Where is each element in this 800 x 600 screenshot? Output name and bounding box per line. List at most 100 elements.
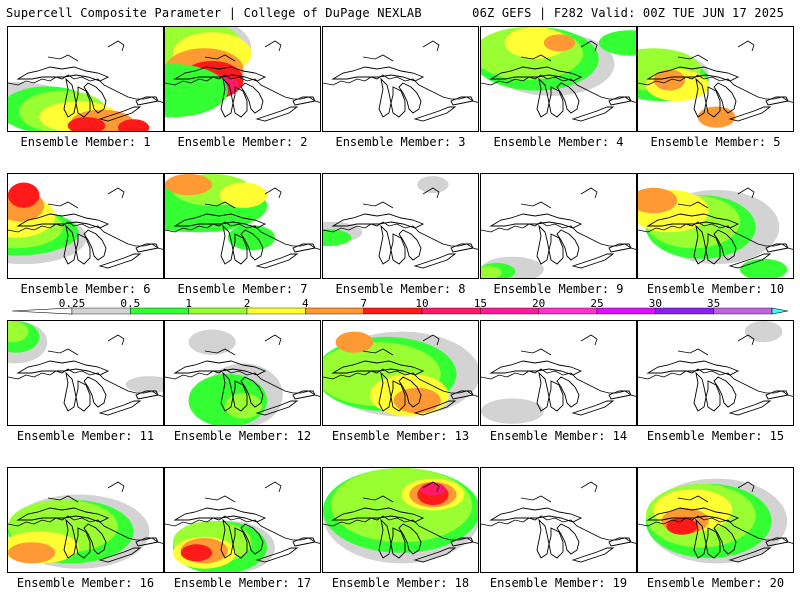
great-lakes-outline (413, 547, 457, 563)
great-lakes-outline (240, 523, 264, 555)
scp-contour-2 (504, 27, 568, 59)
scp-contour-7 (8, 182, 40, 208)
scp-contour-7 (666, 517, 698, 535)
great-lakes-outline (713, 523, 737, 555)
great-lakes-outline (98, 106, 142, 122)
ensemble-member-9-map (480, 173, 637, 279)
ensemble-member-14-map (480, 320, 637, 426)
scp-contour-0.5 (227, 224, 275, 251)
great-lakes-outline (63, 77, 77, 118)
ensemble-member-7-map (164, 173, 321, 279)
border-line (481, 221, 636, 250)
border-line (47, 481, 125, 503)
great-lakes-outline (398, 82, 422, 114)
great-lakes-outline (98, 253, 142, 269)
great-lakes-outline (75, 527, 91, 559)
great-lakes-outline (378, 77, 392, 118)
ensemble-member-20-map (637, 467, 794, 573)
scp-contour-1 (224, 393, 263, 419)
ensemble-member-8-map (322, 173, 479, 279)
great-lakes-outline (728, 106, 772, 122)
great-lakes-outline (240, 376, 264, 408)
great-lakes-outline (646, 507, 740, 523)
scp-field-map (323, 468, 478, 564)
border-line (638, 368, 793, 397)
great-lakes-outline (489, 360, 583, 376)
border-line (204, 40, 282, 62)
color-scale-segment (596, 307, 656, 315)
ensemble-member-16-map (7, 467, 164, 573)
great-lakes-outline (646, 213, 740, 229)
ensemble-member-label: Ensemble Member: 18 (331, 576, 470, 590)
scp-contour-4 (8, 542, 56, 564)
border-line (165, 221, 320, 250)
great-lakes-outline (548, 527, 564, 559)
scp-contour-7 (117, 119, 150, 131)
ensemble-member-6-map (7, 173, 164, 279)
great-lakes-outline (646, 360, 740, 376)
border-line (323, 368, 478, 397)
scp-contour-0.25 (125, 376, 163, 394)
color-scale-tick-label: 2 (243, 297, 251, 310)
color-scale-tick-label: 0.5 (120, 297, 141, 310)
border-line (362, 187, 440, 209)
scp-field-map (323, 331, 478, 417)
ensemble-member-label: Ensemble Member: 2 (177, 135, 308, 149)
color-scale-bar (12, 307, 788, 315)
border-line (47, 187, 125, 209)
ensemble-member-18-map (322, 467, 479, 573)
ensemble-member-11-map (7, 320, 164, 426)
ensemble-member-label: Ensemble Member: 15 (646, 429, 785, 443)
great-lakes-outline (728, 547, 772, 563)
great-lakes-outline (489, 507, 583, 523)
great-lakes-outline (556, 376, 580, 408)
ensemble-member-label: Ensemble Member: 14 (489, 429, 628, 443)
border-line (204, 334, 282, 356)
border-line (362, 40, 440, 62)
ensemble-member-13-map (322, 320, 479, 426)
border-line (165, 368, 320, 397)
color-scale-tick-label: 10 (415, 297, 429, 310)
great-lakes-outline (536, 77, 550, 118)
border-line (677, 334, 755, 356)
scp-field-map (638, 321, 793, 416)
ensemble-member-label: Ensemble Member: 19 (489, 576, 628, 590)
ensemble-member-label: Ensemble Member: 12 (173, 429, 312, 443)
color-scale-tick-label: 30 (648, 297, 662, 310)
great-lakes-outline (220, 371, 234, 412)
great-lakes-outline (173, 66, 267, 82)
great-lakes-outline (398, 523, 422, 555)
scp-contour-4 (335, 331, 374, 353)
great-lakes-outline (693, 518, 707, 559)
great-lakes-outline (16, 213, 110, 229)
ensemble-member-label: Ensemble Member: 11 (16, 429, 155, 443)
great-lakes-outline (713, 229, 737, 261)
great-lakes-outline (705, 380, 721, 412)
color-scale-segment (655, 307, 714, 315)
border-line (481, 74, 636, 103)
great-lakes-outline (16, 360, 110, 376)
scp-field-map (638, 478, 793, 564)
great-lakes-outline (398, 229, 422, 261)
great-lakes-outline (232, 527, 248, 559)
border-line (8, 221, 163, 250)
great-lakes-outline (705, 233, 721, 265)
great-lakes-outline (220, 518, 234, 559)
great-lakes-outline (556, 82, 580, 114)
color-scale-tick-label: 35 (707, 297, 721, 310)
great-lakes-outline (255, 106, 299, 122)
great-lakes-outline (83, 82, 107, 114)
great-lakes-outline (232, 380, 248, 412)
scp-contour-0.25 (481, 398, 544, 424)
great-lakes-outline (63, 371, 77, 412)
color-scale-tick-label: 20 (532, 297, 546, 310)
color-scale-max-arrow (771, 307, 788, 315)
great-lakes-outline (75, 233, 91, 265)
great-lakes-outline (413, 253, 457, 269)
great-lakes-outline (16, 507, 110, 523)
great-lakes-outline (240, 229, 264, 261)
scp-contour-2 (219, 182, 268, 208)
scp-field-map (165, 329, 320, 425)
great-lakes-outline (75, 86, 91, 118)
border-line (520, 481, 598, 503)
